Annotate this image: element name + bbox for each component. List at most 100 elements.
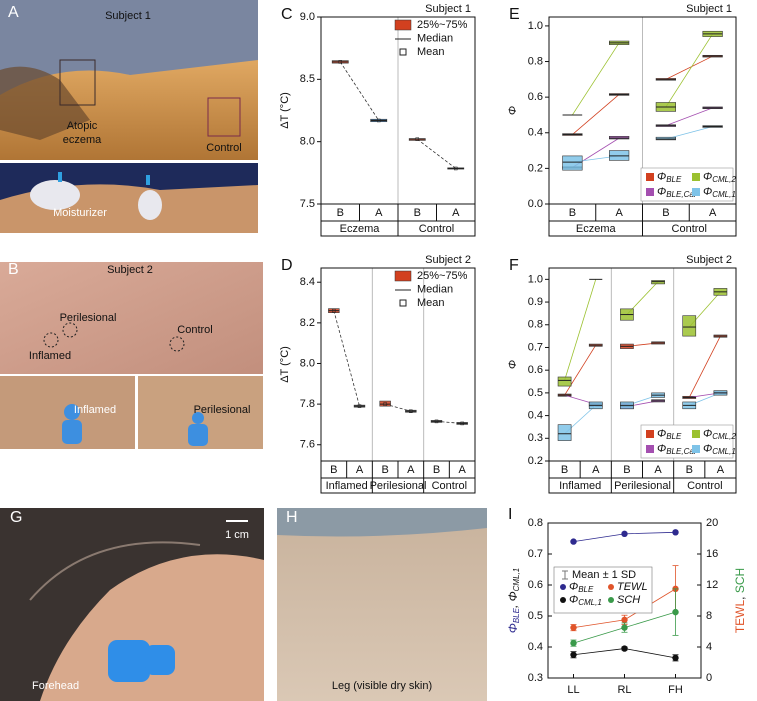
y-axis-label: Φ <box>507 360 519 369</box>
y-tick-label: 8.2 <box>300 317 315 329</box>
y-tick-label: 0.2 <box>528 162 543 174</box>
symbol: Φ <box>569 581 578 593</box>
box <box>562 155 583 171</box>
legend-label: ΦCML,2 <box>703 428 736 441</box>
subscript: CML,1 <box>512 568 521 592</box>
legend-label: SCH <box>617 594 640 606</box>
legend-swatch <box>560 584 566 590</box>
legend-swatch <box>608 597 614 603</box>
chart-title: Subject 2 <box>686 254 732 266</box>
y-axis-label: ΔT (°C) <box>279 346 291 383</box>
legend-swatch <box>646 430 654 438</box>
photo-label: eczema <box>63 134 102 146</box>
panel-letter: I <box>508 506 512 523</box>
symbol: Φ <box>657 428 666 440</box>
plot-frame <box>320 16 476 205</box>
photo-label: Inflamed <box>74 404 116 416</box>
mean <box>460 421 464 426</box>
legend-label: Median <box>417 32 453 44</box>
symbol: SCH <box>617 594 640 606</box>
x-tick-label: B <box>433 464 440 476</box>
y-tick-label: 0.0 <box>528 198 543 210</box>
subscript: BLE,Cal <box>666 190 696 199</box>
y-tick-label: 0.8 <box>528 55 543 67</box>
point <box>570 639 577 647</box>
y-tick-label: 7.8 <box>300 398 315 410</box>
legend-swatch <box>646 188 654 196</box>
photo-label: Control <box>177 324 212 336</box>
group-label: Control <box>687 480 722 492</box>
x-tick-label: B <box>414 207 421 219</box>
label-part: SCH <box>733 568 747 593</box>
y-tick-label: 0.6 <box>528 91 543 103</box>
plot-frame <box>548 16 737 205</box>
y-tick-label: 0.4 <box>528 127 543 139</box>
photo-h <box>277 508 487 701</box>
connector <box>572 94 620 135</box>
point <box>672 608 679 616</box>
box <box>682 315 697 337</box>
group-label: Perilesional <box>370 480 427 492</box>
y-tick-label: 0.5 <box>528 610 543 622</box>
y2-tick-label: 0 <box>706 672 712 684</box>
legend-label: ΦBLE,Cal <box>657 443 696 456</box>
x-tick-label: B <box>337 207 344 219</box>
legend-swatch <box>394 19 412 31</box>
x-tick-label: A <box>709 207 717 219</box>
subscript: CML,1 <box>578 598 602 607</box>
x-tick-label: A <box>375 207 383 219</box>
y-tick-label: 0.3 <box>528 432 543 444</box>
legend-box <box>640 424 734 459</box>
photo-label: Inflamed <box>29 350 71 362</box>
x-tick-label: B <box>330 464 337 476</box>
box <box>557 424 572 441</box>
y-tick-label: 1.0 <box>528 273 543 285</box>
legend-swatch <box>608 584 614 590</box>
plot-frame <box>548 267 737 462</box>
symbol: Φ <box>657 186 666 198</box>
connector <box>688 335 721 398</box>
subscript: BLE <box>512 607 521 623</box>
box <box>557 376 572 387</box>
legend-label: ΦBLE <box>657 428 682 441</box>
photo-label: Control <box>206 142 241 154</box>
photo-label: Subject 1 <box>105 10 151 22</box>
y-tick-label: 9.0 <box>300 11 315 23</box>
x-tick-label: FH <box>668 684 683 696</box>
mean <box>332 308 336 313</box>
y2-tick-label: 20 <box>706 517 718 529</box>
mean <box>409 409 413 413</box>
chart-title: Subject 1 <box>425 3 471 15</box>
chart-title: Subject 2 <box>425 254 471 266</box>
point <box>621 530 628 538</box>
legend-swatch <box>692 430 700 438</box>
symbol: Φ <box>703 443 712 455</box>
group-label: Eczema <box>576 223 617 235</box>
y-tick-label: 8.4 <box>300 276 315 288</box>
group-label: Control <box>672 223 707 235</box>
subscript: CML,1 <box>712 447 736 456</box>
y2-axis-label: TEWL, SCH <box>733 568 747 633</box>
panel-letter: H <box>286 509 298 526</box>
legend-label: Mean <box>417 46 445 58</box>
symbol: Φ <box>569 594 578 606</box>
legend-swatch <box>560 597 566 603</box>
y-tick-label: 0.6 <box>528 364 543 376</box>
legend-swatch <box>692 188 700 196</box>
connector <box>564 344 597 396</box>
x-tick-label: B <box>623 464 630 476</box>
x-tick-label: A <box>452 207 460 219</box>
x-tick-label: RL <box>617 684 631 696</box>
box <box>651 280 665 285</box>
subscript: BLE <box>666 432 682 441</box>
symbol: Φ <box>703 428 712 440</box>
chart-title: Subject 1 <box>686 3 732 15</box>
point <box>570 651 577 658</box>
x-tick-label: A <box>458 464 466 476</box>
subscript: BLE <box>666 175 682 184</box>
photo-label: Subject 2 <box>107 264 153 276</box>
y-tick-label: 0.6 <box>528 579 543 591</box>
subscript: CML,2 <box>712 175 736 184</box>
x-tick-label: A <box>356 464 364 476</box>
y-tick-label: 0.2 <box>528 455 543 467</box>
